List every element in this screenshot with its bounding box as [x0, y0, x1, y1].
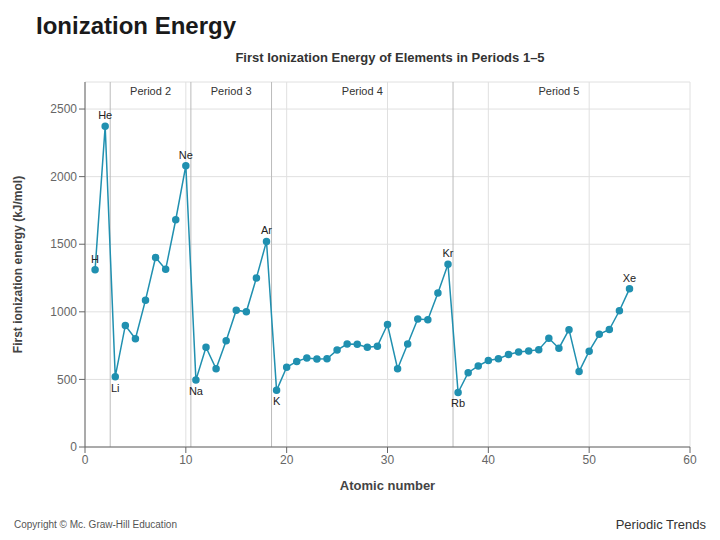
svg-text:50: 50: [582, 453, 596, 467]
svg-text:K: K: [273, 395, 281, 407]
svg-text:Li: Li: [111, 382, 120, 394]
svg-text:500: 500: [57, 373, 77, 387]
svg-text:Xe: Xe: [623, 272, 636, 284]
svg-text:40: 40: [482, 453, 496, 467]
svg-text:0: 0: [82, 453, 89, 467]
svg-text:Ar: Ar: [261, 224, 272, 236]
svg-text:10: 10: [179, 453, 193, 467]
html-text:Ionization Energy: Ionization Energy: [36, 12, 236, 39]
html-text:Periodic Trends: Periodic Trends: [615, 517, 706, 532]
svg-text:Period 5: Period 5: [538, 85, 579, 97]
svg-text:2000: 2000: [50, 170, 77, 184]
svg-text:First ionization energy (kJ/mo: First ionization energy (kJ/mol): [11, 176, 25, 353]
svg-text:20: 20: [280, 453, 294, 467]
svg-text:Na: Na: [189, 385, 204, 397]
svg-text:60: 60: [683, 453, 697, 467]
svg-text:H: H: [91, 253, 99, 265]
svg-text:Atomic number: Atomic number: [340, 478, 435, 493]
svg-text:Period 4: Period 4: [342, 85, 383, 97]
svg-text:Period 2: Period 2: [130, 85, 171, 97]
html-text:First Ionization Energy of Ele: First Ionization Energy of Elements in P…: [235, 50, 545, 65]
svg-text:2500: 2500: [50, 102, 77, 116]
svg-text:Period 3: Period 3: [211, 85, 252, 97]
svg-text:0: 0: [70, 440, 77, 454]
svg-text:Rb: Rb: [451, 397, 465, 409]
svg-text:He: He: [98, 109, 112, 121]
html-text:Copyright © Mc. Graw-Hill Educ: Copyright © Mc. Graw-Hill Education: [14, 519, 177, 530]
svg-text:Ne: Ne: [179, 149, 193, 161]
svg-text:Kr: Kr: [443, 247, 454, 259]
svg-text:1500: 1500: [50, 237, 77, 251]
svg-text:30: 30: [381, 453, 395, 467]
svg-text:1000: 1000: [50, 305, 77, 319]
